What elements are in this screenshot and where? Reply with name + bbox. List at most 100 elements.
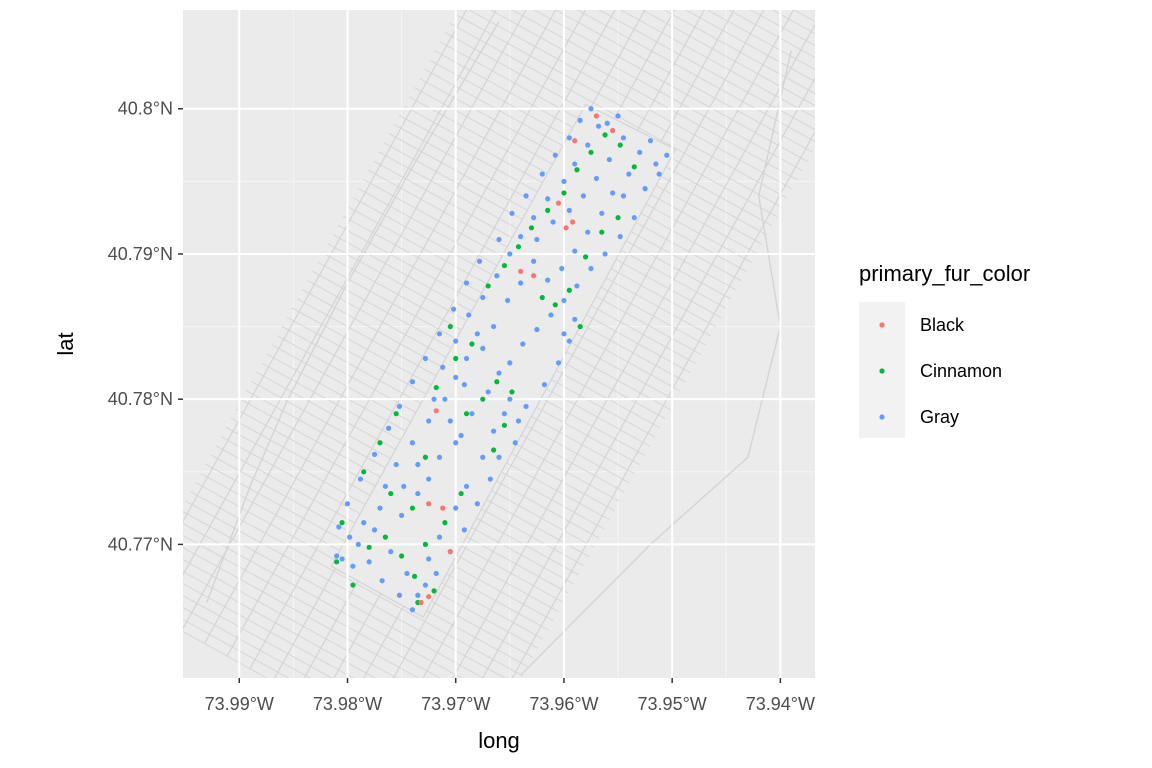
data-point-gray — [433, 570, 439, 577]
street-line — [190, 491, 523, 677]
y-axis-ticks: 40.77°N 40.78°N 40.79°N 40.8°N — [108, 99, 183, 554]
legend-key-cinnamon — [879, 368, 885, 374]
data-point-gray — [572, 316, 578, 322]
data-point-cinnamon — [494, 379, 500, 385]
data-point-cinnamon — [561, 190, 567, 196]
data-point-cinnamon — [458, 490, 464, 497]
data-point-gray — [361, 520, 367, 526]
data-point-cinnamon — [334, 559, 340, 565]
x-tick-label: 73.98°W — [313, 694, 382, 714]
data-point-gray — [555, 360, 562, 366]
data-point-gray — [561, 178, 567, 184]
data-point-black — [572, 138, 578, 144]
data-point-gray — [461, 382, 467, 388]
data-point-gray — [350, 563, 356, 569]
data-point-gray — [458, 432, 464, 439]
data-points — [334, 106, 670, 613]
data-point-gray — [396, 592, 403, 598]
data-point-cinnamon — [539, 294, 545, 301]
data-point-cinnamon — [339, 520, 345, 526]
street-line — [620, 10, 815, 119]
data-point-gray — [552, 152, 558, 158]
street-line — [706, 10, 815, 71]
data-point-gray — [585, 229, 591, 235]
data-point-gray — [450, 306, 457, 312]
street-line — [576, 10, 815, 143]
data-point-gray — [453, 440, 459, 446]
data-point-cinnamon — [463, 411, 470, 417]
data-point-gray — [588, 265, 594, 272]
street-line — [184, 500, 506, 678]
data-point-gray — [599, 210, 605, 216]
data-point-gray — [494, 273, 500, 279]
data-point-cinnamon — [566, 287, 572, 293]
data-point-gray — [496, 236, 502, 243]
data-point-gray — [534, 236, 540, 243]
data-point-cinnamon — [409, 505, 416, 511]
y-tick-label: 40.8°N — [118, 99, 173, 119]
data-point-gray — [463, 280, 470, 286]
data-point-gray — [336, 524, 342, 530]
data-point-gray — [572, 161, 578, 167]
data-point-gray — [566, 338, 572, 344]
street-line — [183, 559, 398, 678]
data-point-gray — [574, 283, 580, 289]
data-point-gray — [453, 505, 459, 511]
x-tick-label: 73.99°W — [205, 694, 274, 714]
data-point-black — [518, 268, 524, 274]
x-axis-title: long — [478, 728, 520, 753]
data-point-cinnamon — [588, 149, 594, 155]
legend-label-cinnamon: Cinnamon — [920, 361, 1002, 381]
data-point-gray — [466, 312, 472, 318]
data-point-gray — [656, 171, 662, 177]
data-point-gray — [588, 106, 594, 112]
shoreline — [520, 50, 792, 676]
legend-key-black — [879, 322, 885, 328]
data-point-cinnamon — [552, 302, 558, 308]
data-point-black — [447, 549, 453, 555]
data-point-gray — [334, 553, 340, 559]
data-point-gray — [371, 527, 378, 533]
x-tick-label: 73.97°W — [421, 694, 490, 714]
data-point-gray — [647, 138, 654, 144]
data-point-cinnamon — [545, 207, 551, 213]
data-point-gray — [339, 556, 345, 562]
data-point-gray — [480, 345, 486, 351]
data-point-gray — [559, 265, 565, 272]
data-point-gray — [469, 411, 475, 417]
data-point-cinnamon — [377, 440, 383, 446]
x-axis-ticks: 73.99°W 73.98°W 73.97°W 73.96°W 73.95°W 73.94… — [205, 678, 815, 714]
data-point-gray — [585, 142, 591, 148]
street-line — [183, 607, 311, 678]
street-line — [183, 535, 441, 678]
data-point-gray — [593, 175, 599, 182]
data-point-gray — [355, 541, 361, 548]
data-point-cinnamon — [490, 447, 497, 453]
street-line — [454, 13, 788, 199]
data-point-cinnamon — [515, 244, 522, 250]
data-point-gray — [404, 570, 410, 577]
data-point-gray — [561, 297, 567, 304]
data-point-gray — [548, 312, 554, 318]
data-point-gray — [539, 171, 545, 177]
data-point-gray — [642, 186, 648, 192]
data-point-gray — [545, 277, 551, 283]
data-point-gray — [610, 190, 616, 196]
data-point-gray — [480, 454, 486, 460]
legend-keys — [879, 322, 885, 420]
data-point-gray — [626, 171, 632, 177]
data-point-gray — [388, 549, 394, 555]
data-point-gray — [366, 559, 372, 565]
data-point-gray — [436, 331, 443, 337]
data-point-cinnamon — [431, 588, 437, 594]
x-tick-label: 73.96°W — [529, 694, 598, 714]
street-line — [793, 10, 815, 23]
data-point-gray — [509, 210, 515, 216]
data-point-cinnamon — [577, 323, 583, 330]
data-point-gray — [409, 607, 416, 613]
legend-label-gray: Gray — [920, 407, 959, 427]
data-point-cinnamon — [366, 544, 372, 550]
data-point-gray — [515, 418, 522, 424]
data-point-gray — [440, 364, 446, 370]
data-point-gray — [664, 152, 670, 158]
